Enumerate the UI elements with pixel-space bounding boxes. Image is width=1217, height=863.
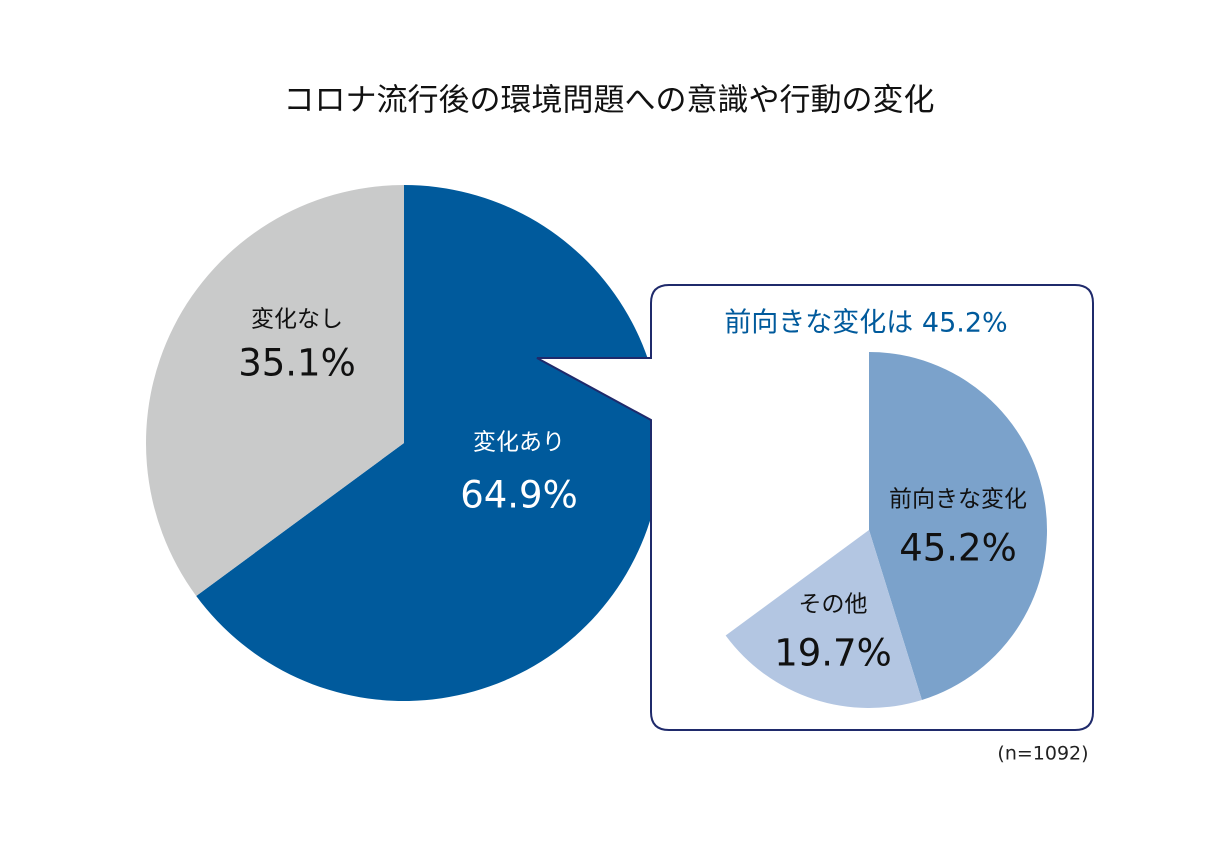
- slice-label: 前向きな変化: [889, 487, 1027, 513]
- value-label: 45.2%: [899, 527, 1017, 570]
- pie-slice: [725, 530, 922, 708]
- chart-title: コロナ流行後の環境問題への意識や行動の変化: [284, 83, 935, 119]
- pie-slice: [146, 185, 404, 596]
- value-label: 35.1%: [238, 342, 356, 385]
- pie-slice: [869, 352, 1048, 700]
- value-label: 19.7%: [774, 632, 892, 675]
- slice-label: その他: [799, 592, 868, 618]
- value-label: 64.9%: [460, 474, 578, 517]
- slice-label: 変化あり: [473, 430, 565, 456]
- callout-title: 前向きな変化は 45.2%: [724, 308, 1007, 339]
- pie-slice: [196, 185, 662, 701]
- note: (n=1092): [997, 743, 1088, 765]
- slice-label: 変化なし: [251, 307, 343, 333]
